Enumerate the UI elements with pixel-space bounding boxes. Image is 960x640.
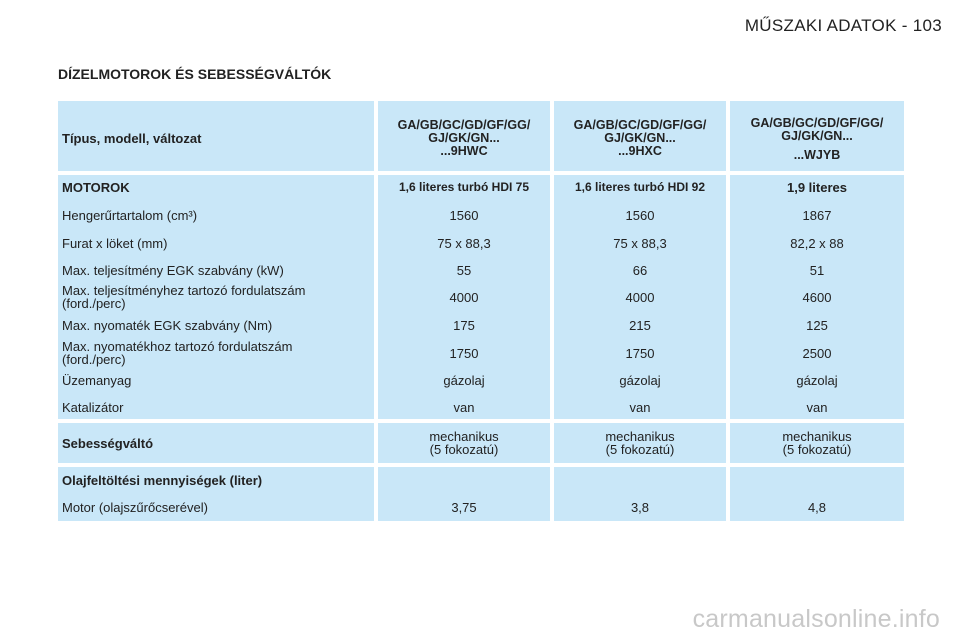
row-label: Max. nyomaték EGK szabvány (Nm) — [62, 318, 273, 333]
header-cell — [378, 101, 550, 171]
watermark: carmanualsonline.info — [692, 605, 940, 633]
row-value: 66 — [632, 263, 648, 278]
row-value: gázolaj — [443, 373, 485, 388]
value-line: (5 fokozatú) — [782, 442, 852, 457]
header-model-3: GA/GB/GC/GD/GF/GG/ GJ/GK/GN... ...WJYB — [730, 117, 904, 162]
row-value: mechanikus (5 fokozatú) — [730, 430, 904, 456]
row-value: gázolaj — [796, 373, 838, 388]
oil-cell — [378, 467, 550, 521]
gearbox-cell — [730, 423, 904, 463]
oil-section: Olajfeltöltési mennyiségek (liter) Motor… — [58, 467, 904, 521]
row-value: 1,6 literes turbó HDI 92 — [574, 180, 706, 194]
row-value: 1867 — [802, 208, 832, 223]
value-line: mechanikus — [429, 429, 499, 444]
row-label: Max. teljesítményhez tartozó fordulatszá… — [62, 284, 362, 310]
oil-cell — [730, 467, 904, 521]
header-model-2: GA/GB/GC/GD/GF/GG/ GJ/GK/GN... ...9HXC — [554, 119, 726, 158]
row-value: gázolaj — [619, 373, 661, 388]
row-value: 125 — [806, 318, 828, 333]
row-label: Hengerűrtartalom (cm³) — [62, 208, 198, 223]
table-header: Típus, modell, változat GA/GB/GC/GD/GF/G… — [58, 101, 904, 171]
model-code-line: GA/GB/GC/GD/GF/GG/ — [750, 116, 884, 130]
engine-cell — [58, 175, 374, 419]
row-value: mechanikus (5 fokozatú) — [554, 430, 726, 456]
row-label: Katalizátor — [62, 400, 124, 415]
header-label: Típus, modell, változat — [62, 131, 202, 146]
row-value: 1750 — [449, 346, 479, 361]
gearbox-cell — [554, 423, 726, 463]
row-label: MOTOROK — [62, 180, 130, 195]
row-value: van — [453, 400, 475, 415]
row-label-line: Max. nyomatékhoz tartozó fordulatszám — [62, 339, 293, 354]
model-code-line: GJ/GK/GN... — [781, 129, 853, 143]
row-label-line: Max. teljesítményhez tartozó fordulatszá… — [62, 283, 306, 298]
oil-cell — [58, 467, 374, 521]
row-value: van — [806, 400, 828, 415]
row-label-line: (ford./perc) — [62, 352, 126, 367]
row-label: Motor (olajszűrőcserével) — [62, 500, 208, 515]
row-value: 215 — [629, 318, 651, 333]
model-code-line: ...9HWC — [440, 144, 488, 158]
row-value: 82,2 x 88 — [790, 236, 844, 251]
header-cell — [554, 101, 726, 171]
row-label: Sebességváltó — [62, 436, 154, 451]
value-line: mechanikus — [782, 429, 852, 444]
row-label-line: (ford./perc) — [62, 296, 126, 311]
row-label: Furat x löket (mm) — [62, 236, 168, 251]
engine-cell — [378, 175, 550, 419]
model-code-line: ...9HXC — [618, 144, 662, 158]
gearbox-cell — [378, 423, 550, 463]
value-line: (5 fokozatú) — [429, 442, 499, 457]
row-value: 3,8 — [630, 500, 650, 515]
header-cell — [58, 101, 374, 171]
row-value: 3,75 — [451, 500, 477, 515]
gearbox-cell — [58, 423, 374, 463]
model-code-line: ...WJYB — [793, 148, 841, 162]
row-value: 1560 — [449, 208, 479, 223]
engine-cell — [730, 175, 904, 419]
row-value: 175 — [453, 318, 475, 333]
row-value: 2500 — [802, 346, 832, 361]
row-value: 1,6 literes turbó HDI 75 — [398, 180, 530, 194]
header-cell — [730, 101, 904, 171]
value-line: (5 fokozatú) — [605, 442, 675, 457]
row-value: mechanikus (5 fokozatú) — [378, 430, 550, 456]
value-line: mechanikus — [605, 429, 675, 444]
row-value: 1750 — [625, 346, 655, 361]
row-value: 51 — [809, 263, 825, 278]
engine-cell — [554, 175, 726, 419]
model-code-line: GA/GB/GC/GD/GF/GG/ — [397, 118, 531, 132]
model-code-line: GJ/GK/GN... — [604, 131, 676, 145]
row-value: 4000 — [449, 290, 479, 305]
row-value: 4000 — [625, 290, 655, 305]
row-value: 4600 — [802, 290, 832, 305]
header-model-1: GA/GB/GC/GD/GF/GG/ GJ/GK/GN... ...9HWC — [378, 119, 550, 158]
model-code-line: GJ/GK/GN... — [428, 131, 500, 145]
row-value: 75 x 88,3 — [437, 236, 491, 251]
engine-section: MOTOROK 1,6 literes turbó HDI 75 1,6 lit… — [58, 175, 904, 419]
row-label: Üzemanyag — [62, 373, 132, 388]
row-label: Max. nyomatékhoz tartozó fordulatszám (f… — [62, 340, 362, 366]
row-value: 75 x 88,3 — [613, 236, 667, 251]
row-label: Max. teljesítmény EGK szabvány (kW) — [62, 263, 284, 278]
row-value: 1560 — [625, 208, 655, 223]
oil-cell — [554, 467, 726, 521]
section-title: DÍZELMOTOROK ÉS SEBESSÉGVÁLTÓK — [58, 66, 332, 82]
row-value: 4,8 — [807, 500, 827, 515]
page-header: MŰSZAKI ADATOK - 103 — [744, 16, 942, 35]
model-code-line: GA/GB/GC/GD/GF/GG/ — [573, 118, 707, 132]
row-value: 55 — [456, 263, 472, 278]
gearbox-section: Sebességváltó mechanikus (5 fokozatú) me… — [58, 423, 904, 463]
row-value: van — [629, 400, 651, 415]
row-label: Olajfeltöltési mennyiségek (liter) — [62, 473, 263, 488]
row-value: 1,9 literes — [787, 180, 847, 195]
